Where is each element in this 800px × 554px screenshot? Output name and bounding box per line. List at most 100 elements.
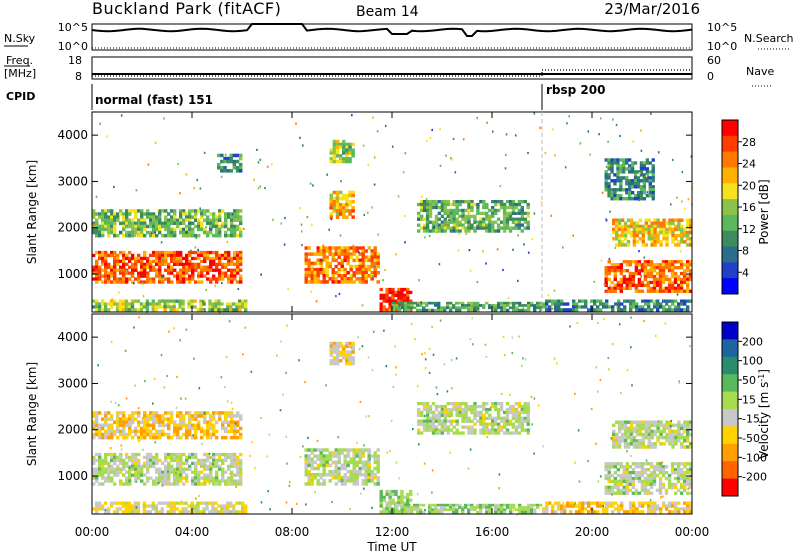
- heatmap-cell: [340, 258, 344, 263]
- heatmap-cell: [449, 208, 453, 213]
- heatmap-cell: [358, 457, 362, 461]
- heatmap-cell: [635, 224, 640, 229]
- heatmap-cell: [457, 249, 460, 252]
- heatmap-cell: [622, 488, 626, 492]
- heatmap-cell: [110, 221, 114, 226]
- heatmap-cell: [676, 293, 679, 296]
- heatmap-cell: [131, 218, 135, 222]
- heatmap-cell: [612, 423, 616, 428]
- heatmap-cell: [620, 233, 625, 238]
- heatmap-cell: [146, 426, 150, 431]
- heatmap-cell: [335, 203, 340, 207]
- heatmap-cell: [332, 139, 337, 144]
- heatmap-cell: [619, 185, 623, 189]
- heatmap-cell: [223, 166, 227, 170]
- heatmap-cell: [547, 294, 550, 297]
- heatmap-cell: [364, 469, 368, 474]
- heatmap-cell: [517, 226, 522, 230]
- heatmap-cell: [659, 429, 663, 434]
- heatmap-cell: [464, 419, 468, 423]
- heatmap-cell: [155, 476, 159, 480]
- heatmap-cell: [136, 504, 141, 508]
- heatmap-cell: [178, 305, 182, 309]
- heatmap-cell: [304, 274, 308, 278]
- heatmap-cell: [167, 455, 171, 460]
- heatmap-cell: [431, 410, 436, 415]
- heatmap-cell: [505, 217, 510, 221]
- heatmap-cell: [652, 280, 657, 285]
- heatmap-cell: [163, 305, 167, 309]
- heatmap-cell: [104, 435, 108, 440]
- heatmap-cell: [230, 452, 234, 457]
- heatmap-cell: [503, 308, 507, 312]
- heatmap-cell: [167, 262, 171, 266]
- heatmap-cell: [569, 504, 573, 508]
- heatmap-cell: [331, 274, 335, 278]
- heatmap-cell: [194, 435, 198, 440]
- heatmap-cell: [431, 419, 436, 423]
- heatmap-cell: [325, 249, 329, 253]
- heatmap-cell: [203, 230, 207, 235]
- heatmap-cell: [668, 432, 672, 437]
- heatmap-cell: [338, 209, 343, 213]
- heatmap-cell: [164, 259, 168, 263]
- heatmap-cell: [206, 432, 210, 437]
- heatmap-cell: [668, 429, 672, 434]
- heatmap-cell: [92, 414, 96, 418]
- heatmap-cell: [637, 476, 642, 481]
- heatmap-cell: [658, 274, 663, 279]
- heatmap-cell: [215, 458, 219, 463]
- heatmap-cell: [440, 407, 445, 412]
- heatmap-cell: [604, 283, 608, 287]
- heatmap-cell: [101, 215, 105, 219]
- heatmap-cell: [175, 507, 179, 511]
- heatmap-cell: [194, 265, 198, 269]
- heatmap-cell: [656, 299, 660, 303]
- heatmap-cell: [158, 265, 162, 269]
- heatmap-cell: [172, 299, 176, 303]
- heatmap-cell: [206, 411, 210, 415]
- heatmap-cell: [527, 304, 531, 307]
- heatmap-cell: [476, 304, 480, 307]
- heatmap-cell: [122, 250, 126, 255]
- heatmap-cell: [351, 193, 355, 198]
- heatmap-cell: [107, 452, 111, 457]
- heatmap-cell: [158, 414, 162, 418]
- heatmap-cell: [164, 467, 168, 471]
- heatmap-cell: [173, 467, 177, 471]
- heatmap-cell: [431, 422, 436, 426]
- heatmap-cell: [158, 268, 162, 272]
- heatmap-cell: [482, 402, 486, 406]
- heatmap-cell: [641, 420, 645, 424]
- heatmap-cell: [605, 305, 609, 309]
- heatmap-cell: [122, 432, 126, 437]
- heatmap-cell: [633, 161, 638, 165]
- heatmap-cell: [351, 154, 355, 158]
- heatmap-cell: [203, 227, 207, 232]
- heatmap-cell: [443, 508, 447, 512]
- heatmap-cell: [575, 504, 579, 508]
- heatmap-cell: [352, 473, 356, 477]
- heatmap-cell: [653, 501, 657, 505]
- heatmap-cell: [572, 504, 576, 508]
- heatmap-cell: [197, 227, 201, 232]
- heatmap-cell: [440, 223, 445, 227]
- heatmap-cell: [508, 205, 513, 210]
- heatmap-cell: [215, 473, 219, 477]
- heatmap-cell: [307, 460, 311, 465]
- heatmap-cell: [542, 302, 546, 306]
- heatmap-cell: [98, 308, 102, 312]
- heatmap-cell: [142, 295, 145, 298]
- heatmap-cell: [185, 265, 189, 269]
- heatmap-cell: [137, 227, 141, 232]
- heatmap-cell: [170, 250, 174, 255]
- heatmap-cell: [155, 253, 159, 258]
- heatmap-cell: [185, 426, 189, 431]
- heatmap-cell: [417, 211, 421, 215]
- heatmap-cell: [520, 410, 524, 415]
- heatmap-cell: [470, 223, 474, 227]
- heatmap-cell: [494, 304, 498, 307]
- heatmap-cell: [151, 302, 155, 306]
- heatmap-cell: [446, 503, 450, 507]
